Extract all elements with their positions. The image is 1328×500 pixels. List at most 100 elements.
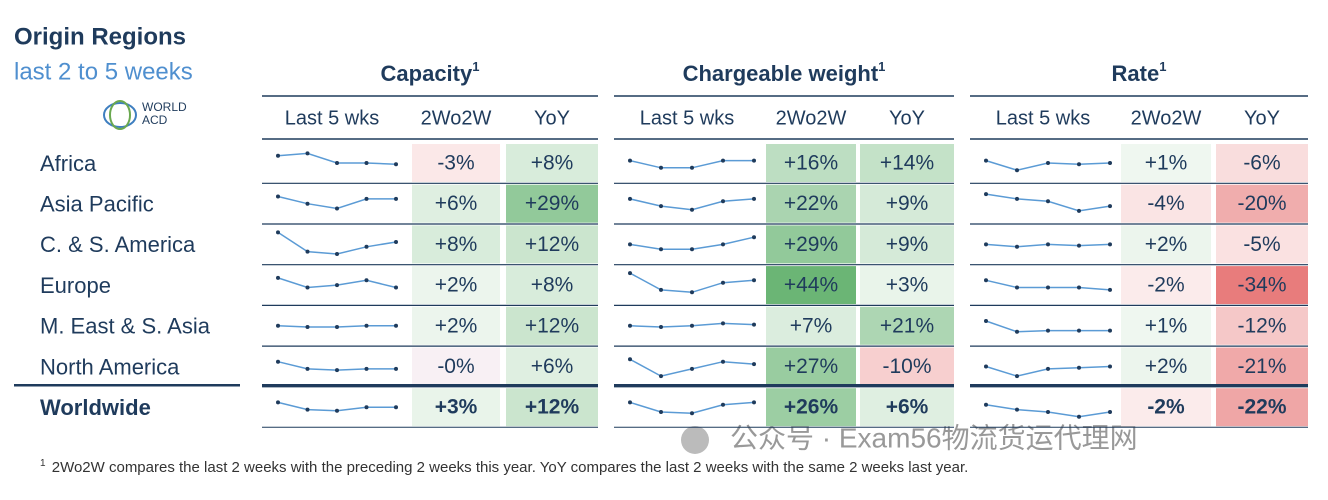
column-header: Last 5 wks xyxy=(640,107,734,129)
value-label: -2% xyxy=(1147,396,1185,419)
value-cell xyxy=(1121,225,1211,264)
sparkline-point xyxy=(628,400,632,405)
logo: WORLD ACD xyxy=(103,100,187,130)
row-label: North America xyxy=(40,354,180,379)
sparkline-point xyxy=(364,278,369,283)
column-header: 2Wo2W xyxy=(1131,107,1202,129)
sparkline-point xyxy=(628,357,632,362)
sparkline-point xyxy=(1077,328,1081,333)
sparkline-point xyxy=(721,158,725,163)
value-cell xyxy=(860,306,954,345)
value-label: +7% xyxy=(790,314,833,337)
column-header: YoY xyxy=(534,107,570,129)
value-label: -6% xyxy=(1243,152,1280,175)
sparkline-point xyxy=(628,196,632,201)
sparkline xyxy=(629,272,755,294)
sparkline-point xyxy=(305,285,310,290)
sparkline-point xyxy=(690,165,694,170)
group-title-text: Capacity xyxy=(381,61,473,86)
sparkline-point xyxy=(752,322,756,327)
value-cell xyxy=(766,306,856,345)
value-cell xyxy=(860,388,954,427)
sparkline-point xyxy=(984,319,988,323)
sparkline-point xyxy=(1015,329,1019,334)
sparkline-point xyxy=(1015,168,1019,173)
value-label: +3% xyxy=(886,274,929,297)
sparkline-point xyxy=(364,366,369,371)
value-cell xyxy=(1216,388,1308,427)
value-cell xyxy=(766,388,856,427)
row-label: Europe xyxy=(40,273,111,298)
sparkline-point xyxy=(984,278,988,283)
sparkline-point xyxy=(394,162,398,167)
value-cell xyxy=(506,144,598,182)
value-cell xyxy=(1121,144,1211,182)
value-cell xyxy=(412,184,500,223)
sparkline-point xyxy=(1108,161,1112,165)
sparkline-point xyxy=(628,271,632,276)
sparkline-point xyxy=(628,323,632,328)
value-cell xyxy=(766,347,856,386)
value-cell xyxy=(766,266,856,305)
sparkline-point xyxy=(752,278,756,283)
sparkline-point xyxy=(721,321,725,326)
value-cell xyxy=(1216,144,1308,182)
group-title-mark: 1 xyxy=(878,59,885,74)
sparkline-point xyxy=(1108,364,1112,369)
sparkline-point xyxy=(659,247,663,252)
sparkline-point xyxy=(335,161,339,165)
sparkline-point xyxy=(690,366,694,371)
sparkline-point xyxy=(628,158,632,163)
value-label: -20% xyxy=(1237,192,1286,215)
sparkline-point xyxy=(1046,161,1050,165)
sparkline-point xyxy=(1077,208,1081,213)
sparkline-point xyxy=(394,405,398,410)
value-label: +22% xyxy=(784,192,838,215)
sparkline-point xyxy=(659,410,663,414)
value-cell xyxy=(860,347,954,386)
value-cell xyxy=(1216,347,1308,386)
footnote: 1 2Wo2W compares the last 2 weeks with t… xyxy=(40,454,968,476)
sparkline-point xyxy=(335,206,339,211)
sparkline-point xyxy=(1015,196,1019,201)
value-cell xyxy=(766,184,856,223)
sparkline-point xyxy=(1108,287,1112,292)
sparkline-point xyxy=(335,325,339,329)
sparkline-point xyxy=(984,242,988,247)
value-label: +8% xyxy=(531,274,574,297)
sparkline-point xyxy=(364,323,369,328)
subtitle: last 2 to 5 weeks xyxy=(14,58,193,85)
value-label: +9% xyxy=(886,192,929,215)
value-label: +6% xyxy=(531,355,574,378)
value-cell xyxy=(1216,306,1308,345)
value-cell xyxy=(860,225,954,264)
column-header: 2Wo2W xyxy=(421,107,492,129)
row-label: Asia Pacific xyxy=(40,192,154,217)
value-cell xyxy=(412,388,500,427)
sparkline-point xyxy=(394,240,398,244)
logo-text: ACD xyxy=(142,113,168,127)
sparkline-point xyxy=(276,323,280,328)
logo-text: WORLD xyxy=(142,100,187,114)
value-cell xyxy=(1216,184,1308,223)
value-label: +6% xyxy=(435,192,478,215)
row-label: M. East & S. Asia xyxy=(40,314,211,339)
value-label: +2% xyxy=(435,274,478,297)
sparkline-point xyxy=(276,153,280,158)
sparkline-point xyxy=(752,400,756,405)
sparkline-point xyxy=(394,323,398,328)
value-cell xyxy=(506,184,598,223)
sparkline-point xyxy=(276,400,280,405)
value-cell xyxy=(506,388,598,427)
group-title: Chargeable weight1 xyxy=(683,59,886,85)
value-label: -4% xyxy=(1147,192,1184,215)
watermark-icon xyxy=(681,426,709,454)
sparkline-point xyxy=(752,158,756,163)
sparkline-point xyxy=(690,411,694,416)
value-label: +12% xyxy=(525,233,579,256)
sparkline-point xyxy=(1046,199,1050,204)
sparkline-point xyxy=(690,247,694,252)
row-label: C. & S. America xyxy=(40,232,196,257)
